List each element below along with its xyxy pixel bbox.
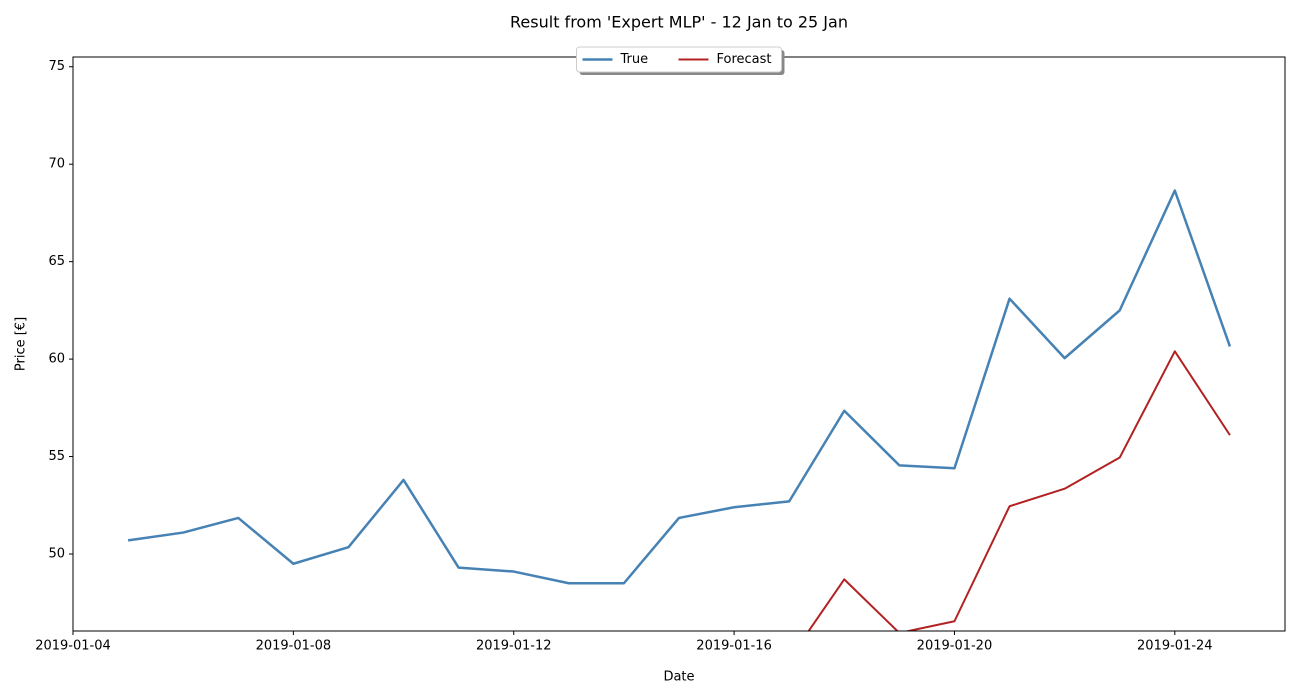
y-tick-label: 70 xyxy=(48,157,65,172)
chart-title: Result from 'Expert MLP' - 12 Jan to 25 … xyxy=(510,13,848,32)
legend-label: True xyxy=(620,52,649,67)
x-tick-label: 2019-01-04 xyxy=(35,639,111,654)
y-tick-label: 65 xyxy=(48,254,65,269)
y-axis-label: Price [€] xyxy=(14,317,29,371)
x-tick-label: 2019-01-16 xyxy=(696,639,772,654)
y-tick-label: 50 xyxy=(48,547,65,562)
plot-area xyxy=(127,189,1232,631)
x-tick-label: 2019-01-24 xyxy=(1137,639,1213,654)
x-axis-label: Date xyxy=(663,670,694,685)
axes-frame xyxy=(72,56,1286,632)
y-tick-label: 60 xyxy=(48,352,65,367)
legend-label: Forecast xyxy=(717,52,772,67)
legend: True Forecast xyxy=(576,46,785,75)
y-tick-label: 75 xyxy=(48,59,65,74)
data-line xyxy=(127,189,1232,585)
x-tick-label: 2019-01-08 xyxy=(256,639,332,654)
x-tick-label: 2019-01-12 xyxy=(476,639,552,654)
y-tick-label: 55 xyxy=(48,449,65,464)
data-line xyxy=(807,350,1231,631)
x-tick-label: 2019-01-20 xyxy=(917,639,993,654)
